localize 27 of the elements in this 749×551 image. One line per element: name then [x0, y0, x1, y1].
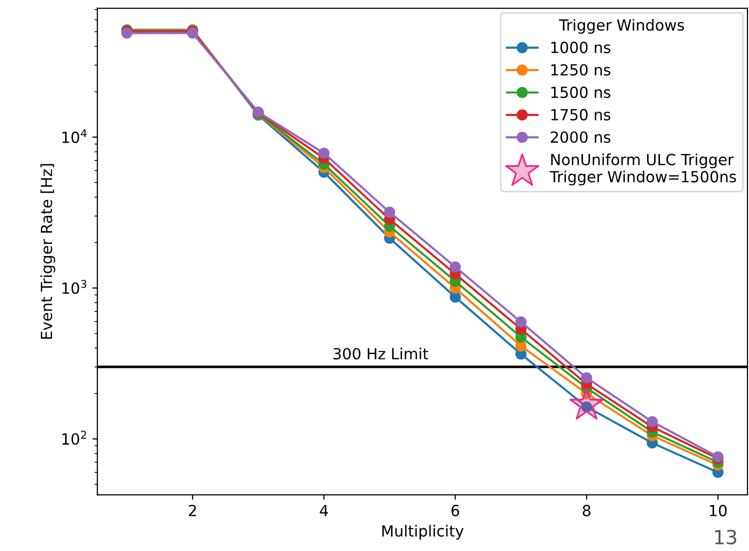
point	[450, 292, 461, 303]
text: 13	[715, 530, 736, 544]
point	[318, 148, 330, 159]
legend-title: Trigger Windows	[558, 18, 684, 34]
legend-label: 1000 ns	[551, 42, 610, 54]
ref-line-label: 300 Hz Limit	[333, 348, 428, 360]
x-tick-label: 8	[582, 504, 590, 516]
x-tick-label: 2	[188, 504, 196, 516]
point	[515, 340, 526, 352]
legend-label: 1250 ns	[551, 64, 610, 76]
y-tick-label: 10$^{2}$	[62, 430, 86, 445]
legend-label: 1750 ns	[551, 108, 610, 120]
point	[646, 416, 658, 428]
point	[515, 316, 526, 328]
legend-label: 2000 ns	[550, 131, 610, 143]
y-axis-title: Event Trigger Rate [Hz]	[40, 164, 56, 339]
x-tick-label: 10	[710, 504, 727, 516]
legend-label: 1500 ns	[551, 86, 610, 98]
x-tick-label: 4	[320, 504, 328, 516]
point	[384, 206, 396, 218]
point	[581, 372, 592, 384]
x-axis-title: Multiplicity	[382, 524, 464, 540]
legend-label: NonUniform ULC Trigger Trigger Window=1500ns	[550, 154, 736, 186]
y-tick-label: 10$^{3}$	[62, 280, 86, 294]
x-tick-label: 6	[451, 504, 460, 516]
point	[450, 261, 461, 272]
y-tick-label: 10$^{4}$	[62, 129, 87, 144]
